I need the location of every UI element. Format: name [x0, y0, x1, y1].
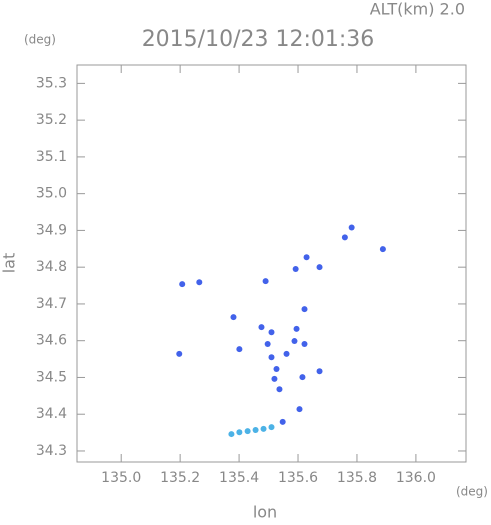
point	[292, 266, 299, 273]
x-tick-label: 136.0	[396, 470, 436, 486]
point	[316, 264, 323, 271]
chart-title: 2015/10/23 12:01:36	[142, 27, 375, 52]
x-tick-label: 135.6	[278, 470, 318, 486]
point	[196, 279, 203, 286]
point	[293, 325, 300, 332]
y-tick-label: 34.8	[36, 259, 67, 275]
point	[283, 350, 290, 357]
point	[296, 406, 303, 413]
point	[236, 346, 243, 353]
y-tick-label: 34.4	[36, 406, 67, 422]
point	[179, 281, 186, 288]
point	[276, 386, 283, 393]
point	[262, 278, 269, 285]
x-tick-label: 135.8	[337, 470, 377, 486]
point	[252, 427, 259, 434]
point	[279, 418, 286, 425]
plot-frame	[76, 64, 467, 463]
x-tick-label: 135.4	[219, 470, 259, 486]
y-tick-label: 35.0	[36, 186, 67, 202]
point	[228, 431, 235, 438]
y-tick-label: 34.9	[36, 222, 67, 238]
point	[316, 368, 323, 375]
point	[301, 306, 308, 313]
point	[236, 429, 243, 436]
point	[291, 338, 298, 345]
y-axis-label: lat	[0, 253, 19, 274]
point	[230, 314, 237, 321]
subtitle: ALT(km) 2.0	[370, 0, 465, 19]
point	[303, 254, 310, 261]
y-tick-label: 35.2	[36, 112, 67, 128]
x-tick-label: 135.2	[160, 470, 200, 486]
point	[341, 234, 348, 241]
point	[348, 224, 355, 231]
point	[264, 341, 271, 348]
y-tick-label: 34.6	[36, 333, 67, 349]
point	[268, 424, 275, 431]
point	[299, 374, 306, 381]
point	[379, 246, 386, 253]
point	[301, 341, 308, 348]
y-tick-label: 34.7	[36, 296, 67, 312]
point	[244, 428, 251, 435]
x-axis-label: lon	[253, 503, 277, 522]
y-tick-label: 34.5	[36, 369, 67, 385]
x-unit: (deg)	[456, 485, 488, 499]
point	[268, 354, 275, 361]
point	[258, 324, 265, 331]
y-tick-label: 35.3	[36, 75, 67, 91]
x-tick-label: 135.0	[101, 470, 141, 486]
y-tick-label: 35.1	[36, 149, 67, 165]
point	[271, 375, 278, 382]
point	[176, 350, 183, 357]
point	[273, 365, 280, 372]
point	[268, 329, 275, 336]
y-unit: (deg)	[24, 33, 56, 47]
point	[260, 425, 267, 432]
y-tick-label: 34.3	[36, 443, 67, 459]
